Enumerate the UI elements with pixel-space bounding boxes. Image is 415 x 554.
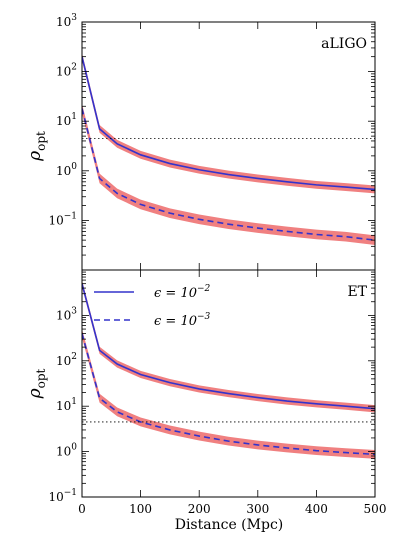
y-tick-label: 101	[56, 397, 77, 413]
series-line-solid	[82, 283, 375, 410]
y-tick-label: 100	[56, 162, 77, 178]
uncertainty-band-dashed	[82, 103, 375, 245]
panel-label: aLIGO	[321, 36, 367, 52]
x-tick-label: 400	[305, 502, 328, 516]
y-tick-label: 103	[56, 306, 77, 322]
y-axis-label: ρopt	[25, 368, 48, 399]
plot-area	[82, 52, 375, 245]
x-axis-label: Distance (Mpc)	[175, 517, 284, 533]
x-tick-label: 100	[129, 502, 152, 516]
x-tick-label: 500	[364, 502, 387, 516]
y-tick-label: 102	[56, 352, 77, 368]
series-line-solid	[82, 56, 375, 191]
x-tick-label: 200	[188, 502, 211, 516]
series-line-dashed	[82, 108, 375, 241]
y-tick-label: 102	[56, 63, 77, 79]
legend-label: ϵ = 10−2	[154, 284, 211, 301]
y-tick-label: 101	[56, 112, 77, 128]
y-tick-label: 100	[56, 443, 77, 459]
y-tick-label: 10−1	[48, 488, 77, 504]
y-axis-label: ρopt	[25, 131, 48, 162]
panel-label: ET	[347, 284, 367, 300]
y-tick-label: 10−1	[48, 211, 77, 227]
x-tick-label: 300	[246, 502, 269, 516]
x-tick-label: 0	[78, 502, 86, 516]
plot-area	[82, 280, 375, 459]
legend-label: ϵ = 10−3	[154, 312, 211, 329]
panel-et: 10−1 100 101 102 103 0 100 200 300 400 500 ρopt ET ϵ …	[25, 269, 387, 516]
uncertainty-band-solid	[82, 52, 375, 194]
panel-aligo: 10−1 100 101 102 103 ρopt aLIGO	[25, 13, 376, 271]
series-line-dashed	[82, 333, 375, 456]
uncertainty-band-solid	[82, 280, 375, 413]
y-tick-label: 103	[56, 13, 77, 29]
axes-frame	[81, 269, 376, 498]
